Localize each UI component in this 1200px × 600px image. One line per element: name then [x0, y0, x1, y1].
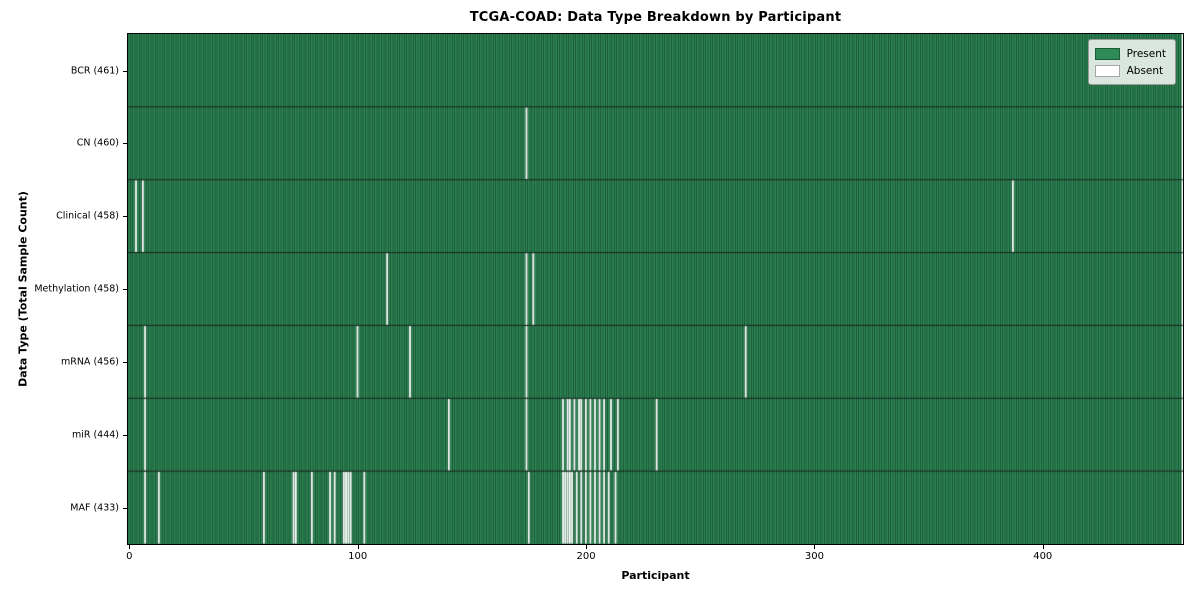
- y-tick-mark: [123, 216, 127, 217]
- legend-absent-label: Absent: [1126, 64, 1164, 77]
- x-tick-mark: [586, 545, 588, 549]
- y-tick-mark: [123, 362, 127, 363]
- legend-entry-absent: Absent: [1094, 62, 1166, 79]
- legend-absent-swatch-icon: [1094, 64, 1120, 77]
- y-tick-label: mRNA (456): [60, 356, 119, 368]
- y-tick-label: MAF (433): [70, 502, 119, 514]
- x-tick-label: 100: [348, 551, 368, 562]
- x-tick-label: 200: [576, 551, 596, 562]
- x-tick-label: 300: [804, 551, 824, 562]
- x-tick-mark: [357, 545, 359, 549]
- plot-area: Present Absent: [127, 33, 1184, 545]
- x-tick-label: 0: [126, 551, 133, 562]
- legend-entry-present: Present: [1094, 45, 1166, 62]
- legend-present-swatch-icon: [1094, 47, 1120, 60]
- y-tick-label: Clinical (458): [56, 210, 119, 222]
- y-tick-label: BCR (461): [70, 65, 119, 77]
- heatmap-canvas: [128, 34, 1183, 544]
- y-tick-label: CN (460): [76, 137, 119, 149]
- y-tick-mark: [123, 435, 127, 436]
- y-tick-mark: [123, 508, 127, 509]
- y-tick-mark: [123, 71, 127, 72]
- x-tick-mark: [1042, 545, 1044, 549]
- x-axis-label: Participant: [621, 569, 690, 582]
- y-tick-mark: [123, 289, 127, 290]
- y-tick-mark: [123, 143, 127, 144]
- legend-present-label: Present: [1126, 47, 1166, 60]
- y-tick-label: Methylation (458): [34, 283, 119, 295]
- legend: Present Absent: [1087, 39, 1176, 85]
- x-tick-label: 400: [1033, 551, 1053, 562]
- x-tick-mark: [814, 545, 816, 549]
- x-tick-mark: [129, 545, 131, 549]
- y-tick-label: miR (444): [71, 429, 119, 441]
- chart-title: TCGA-COAD: Data Type Breakdown by Partic…: [469, 10, 842, 25]
